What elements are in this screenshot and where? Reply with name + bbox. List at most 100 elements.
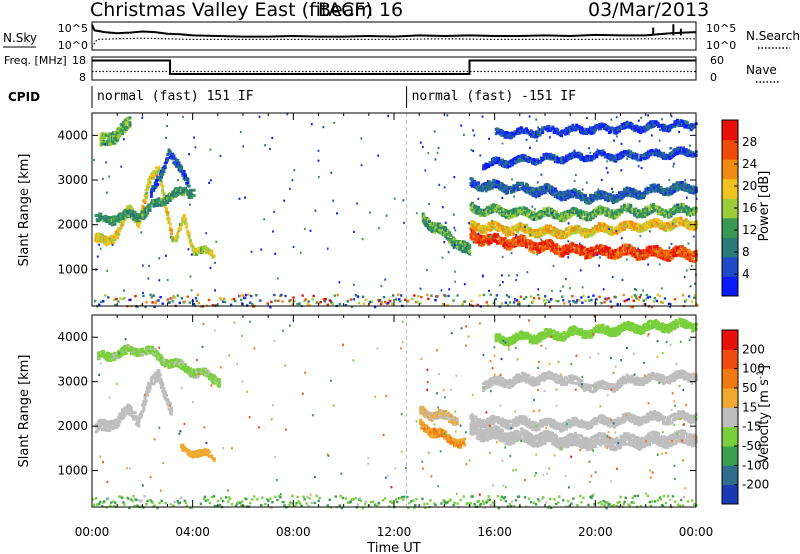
data-cell <box>523 185 527 189</box>
data-cell <box>619 252 623 256</box>
sparse-echo <box>309 229 312 232</box>
data-cell <box>99 212 103 216</box>
colorbar-swatch <box>722 139 738 160</box>
data-cell <box>662 151 665 155</box>
scatter-cell <box>219 497 223 500</box>
data-cell <box>660 252 664 256</box>
data-cell <box>113 238 117 242</box>
data-cell <box>444 226 448 230</box>
data-cell <box>636 209 640 213</box>
noise-panel: N.Sky 10^5 10^0 10^5 10^0 N.Search <box>3 21 800 52</box>
data-cell <box>615 212 619 216</box>
noise-series-solid <box>91 24 697 38</box>
sparse-echo <box>661 118 663 121</box>
data-cell <box>581 210 585 214</box>
sparse-echo <box>286 113 289 116</box>
data-cell <box>167 219 171 223</box>
data-cell <box>555 228 559 231</box>
data-cell <box>526 190 530 194</box>
data-cell <box>166 211 170 215</box>
data-cell <box>99 217 103 221</box>
data-cell <box>504 184 508 188</box>
sparse-echo <box>626 258 628 261</box>
sparse-echo <box>534 208 536 211</box>
data-cell <box>192 188 196 192</box>
sparse-echo <box>208 181 210 184</box>
scatter-cell <box>311 298 314 301</box>
data-cell <box>117 136 121 140</box>
data-cell <box>579 227 582 230</box>
sparse-echo <box>419 141 422 144</box>
data-cell <box>667 187 671 191</box>
scatter-cell <box>362 302 366 305</box>
scatter-cell <box>492 301 496 304</box>
scatter-cell <box>469 303 472 307</box>
scatter-cell <box>224 496 228 499</box>
scatter-cell <box>218 503 222 507</box>
data-cell <box>683 221 687 225</box>
data-cell <box>650 224 654 228</box>
noise-series-dotted <box>91 37 696 48</box>
sparse-echo <box>535 139 538 142</box>
data-cell <box>468 244 472 247</box>
scatter-cell <box>230 503 234 506</box>
data-cell <box>502 212 506 215</box>
scatter-cell <box>132 495 135 498</box>
data-cell <box>618 129 621 133</box>
data-cell <box>639 158 643 162</box>
data-cell <box>146 187 150 191</box>
scatter-cell <box>346 501 350 504</box>
data-cell <box>548 224 552 228</box>
data-cell <box>639 196 643 200</box>
scatter-cell <box>239 501 242 504</box>
data-cell <box>594 249 598 253</box>
data-cell <box>473 231 477 235</box>
scatter-cell <box>96 503 99 506</box>
data-cell <box>541 129 545 132</box>
data-cell <box>557 245 561 249</box>
sparse-echo <box>605 167 608 170</box>
sparse-echo <box>244 196 246 199</box>
data-cell <box>502 183 506 187</box>
sparse-echo <box>573 149 576 152</box>
data-cell <box>602 193 606 197</box>
colorbar-swatch <box>722 120 738 141</box>
scatter-cell <box>155 299 158 302</box>
scatter-cell <box>634 295 637 298</box>
data-cell <box>524 223 528 227</box>
scatter-cell <box>323 300 326 303</box>
data-cell <box>653 183 657 187</box>
data-cell <box>543 231 547 235</box>
data-cell <box>664 209 668 213</box>
sparse-echo <box>479 154 482 157</box>
scatter-cell <box>407 299 410 303</box>
scatter-cell <box>638 296 641 299</box>
data-cell <box>576 251 580 255</box>
scatter-cell <box>227 496 231 499</box>
data-cell <box>693 212 697 216</box>
data-cell <box>117 232 121 236</box>
scatter-cell <box>396 500 399 504</box>
sparse-echo <box>620 169 623 172</box>
data-cell <box>688 256 692 260</box>
scatter-cell <box>603 301 606 304</box>
data-cell <box>104 214 108 218</box>
data-cell <box>183 173 187 177</box>
sparse-echo <box>532 218 535 221</box>
data-cell <box>185 188 189 192</box>
data-cell <box>649 152 653 155</box>
sparse-echo <box>564 278 567 281</box>
sparse-echo <box>317 149 320 152</box>
scatter-cell <box>176 294 179 297</box>
data-cell <box>469 203 473 207</box>
data-cell <box>581 127 585 131</box>
scatter-cell <box>301 294 304 297</box>
scatter-cell <box>269 497 272 500</box>
data-cell <box>187 196 191 200</box>
data-cell <box>133 210 137 214</box>
data-cell <box>628 190 632 194</box>
data-cell <box>594 214 598 218</box>
scatter-cell <box>378 299 382 302</box>
data-cell <box>177 161 181 165</box>
